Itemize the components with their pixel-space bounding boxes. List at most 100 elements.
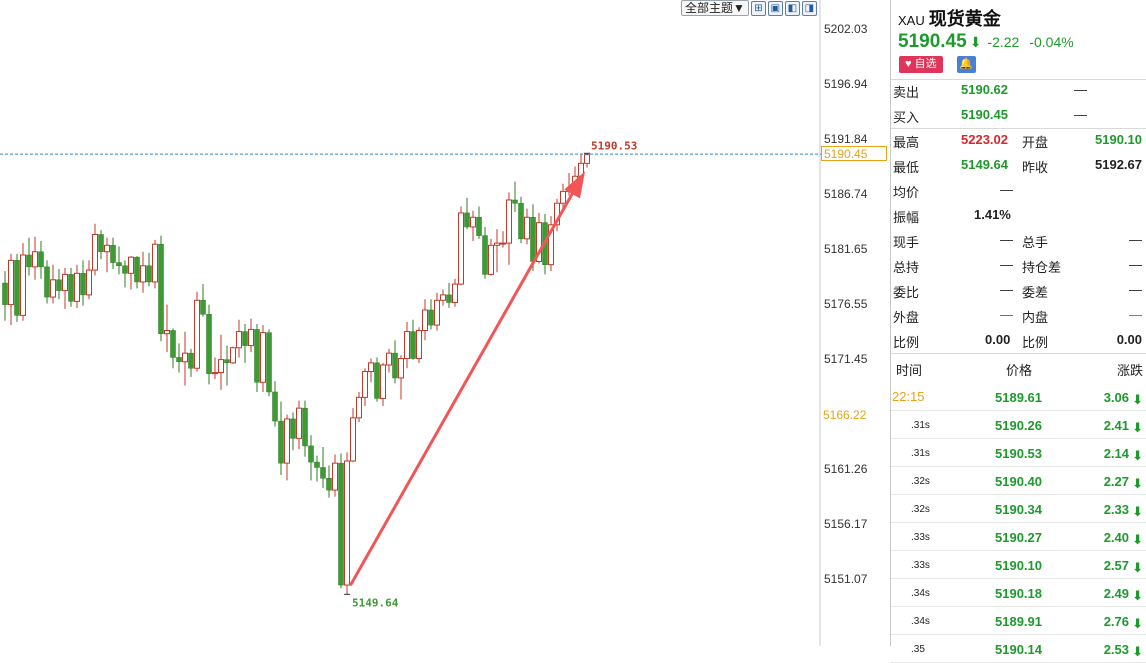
price-axis-tick: 5202.03: [824, 22, 868, 37]
candle: [170, 328, 176, 369]
candle: [158, 235, 164, 342]
tick-row[interactable]: .31s 5190.26 2.41 ⬇: [891, 411, 1146, 439]
tick-price: 5190.53: [995, 446, 1042, 461]
candle: [212, 357, 218, 380]
ticks-header-time: 时间: [896, 363, 923, 378]
last-price: 5190.45: [898, 31, 967, 52]
outer-label: 外盘: [893, 310, 920, 325]
total-volume-label: 总手: [1022, 235, 1049, 250]
candle: [116, 246, 122, 275]
tick-price: 5190.40: [995, 474, 1042, 489]
current-volume-value: —: [1000, 232, 1013, 247]
tick-change: 2.41: [1103, 418, 1129, 433]
candle: [68, 267, 74, 307]
tick-row[interactable]: .32s 5190.34 2.33 ⬇: [891, 495, 1146, 523]
candle: [464, 197, 470, 230]
candle: [152, 239, 158, 289]
panel-right-icon[interactable]: ◨: [801, 0, 817, 16]
candle: [38, 240, 44, 279]
tick-row[interactable]: .32s 5190.40 2.27 ⬇: [891, 467, 1146, 495]
candle: [404, 321, 410, 369]
candle: [362, 368, 368, 406]
candle: [176, 343, 182, 373]
tick-row[interactable]: .34s 5189.91 2.76 ⬇: [891, 607, 1146, 635]
tick-price: 5190.26: [995, 418, 1042, 433]
grid-icon[interactable]: ⊞: [750, 0, 766, 16]
tick-time: .31s: [911, 448, 930, 459]
candle: [386, 348, 392, 373]
candle: [476, 206, 482, 239]
tick-row[interactable]: .31s 5190.53 2.14 ⬇: [891, 439, 1146, 467]
candlestick-chart[interactable]: 5190.53 5149.64 全部主题▼ ⊞ ▣ ◧ ◨ 5202.03 5196…: [0, 0, 890, 646]
candle: [2, 271, 8, 321]
candle: [326, 465, 332, 498]
candle: [230, 346, 236, 364]
candle: [98, 230, 104, 260]
candle: [272, 381, 278, 427]
candle: [50, 264, 56, 304]
candle: [344, 452, 350, 595]
trend-arrow-head: [564, 171, 585, 199]
candle: [296, 400, 302, 450]
candle: [104, 237, 110, 273]
price-axis-tick: 5176.55: [824, 297, 868, 312]
buy-label: 买入: [893, 110, 920, 125]
candle: [548, 216, 554, 272]
tick-time: .31s: [911, 420, 930, 431]
add-favorite-button[interactable]: ♥ 自选: [899, 56, 943, 73]
candle: [278, 401, 284, 476]
down-arrow-icon: ⬇: [1132, 588, 1143, 603]
down-arrow-icon: ⬇: [1132, 560, 1143, 575]
candle: [374, 357, 380, 402]
sell-volume: —: [1074, 82, 1087, 97]
candle: [332, 454, 338, 497]
tick-price: 5190.27: [995, 530, 1042, 545]
theme-select-button[interactable]: 全部主题▼: [681, 0, 749, 16]
tick-row[interactable]: .33s 5190.27 2.40 ⬇: [891, 523, 1146, 551]
tick-row[interactable]: .33s 5190.10 2.57 ⬇: [891, 551, 1146, 579]
candle: [524, 208, 530, 245]
hold-diff-label: 持仓差: [1022, 260, 1062, 275]
sell-price: 5190.62: [961, 82, 1008, 97]
bell-icon[interactable]: 🔔: [956, 56, 976, 73]
candle: [236, 319, 242, 358]
tick-change: 2.76: [1103, 614, 1129, 629]
quote-title: XAU 现货黄金: [898, 5, 1001, 31]
down-arrow-icon: ⬇: [1132, 644, 1143, 659]
candle: [242, 324, 248, 363]
candle: [410, 319, 416, 360]
down-arrow-icon: ⬇: [1132, 532, 1143, 547]
candle: [470, 210, 476, 241]
candle: [200, 284, 206, 317]
price-axis-tick: 5156.17: [824, 516, 868, 531]
tick-row[interactable]: 22:15 5189.61 3.06 ⬇: [891, 383, 1146, 411]
low-value: 5149.64: [961, 157, 1008, 172]
chart-canvas[interactable]: 5190.53 5149.64: [0, 0, 890, 646]
action-buttons: ♥ 自选 🔔: [899, 56, 976, 73]
favorite-label: 自选: [914, 58, 937, 70]
candle: [86, 260, 92, 300]
panel-left-icon[interactable]: ◧: [784, 0, 800, 16]
down-arrow-icon: ⬇: [1132, 504, 1143, 519]
candle: [398, 355, 404, 400]
open-value: 5190.10: [1095, 132, 1142, 147]
sell-label: 卖出: [893, 85, 920, 100]
current-volume-label: 现手: [893, 235, 920, 250]
tick-row[interactable]: .35 5190.14 2.53 ⬇: [891, 635, 1146, 663]
divider: [891, 79, 1146, 80]
candle: [146, 252, 152, 287]
candle: [62, 267, 68, 309]
quote-panel: XAU 现货黄金 5190.45 ⬇ -2.22 -0.04% ♥ 自选 🔔 卖出…: [890, 0, 1146, 663]
candle: [338, 453, 344, 589]
candle: [482, 226, 488, 279]
candle: [194, 291, 200, 372]
price-change: -2.22: [987, 34, 1020, 50]
candle: [26, 237, 32, 276]
tick-row[interactable]: .34s 5190.18 2.49 ⬇: [891, 579, 1146, 607]
ratio-label-2: 比例: [1022, 335, 1049, 350]
tick-change: 2.49: [1103, 586, 1129, 601]
candle: [206, 304, 212, 385]
candle: [368, 358, 374, 383]
layout-icon[interactable]: ▣: [767, 0, 783, 16]
candle: [416, 327, 422, 363]
